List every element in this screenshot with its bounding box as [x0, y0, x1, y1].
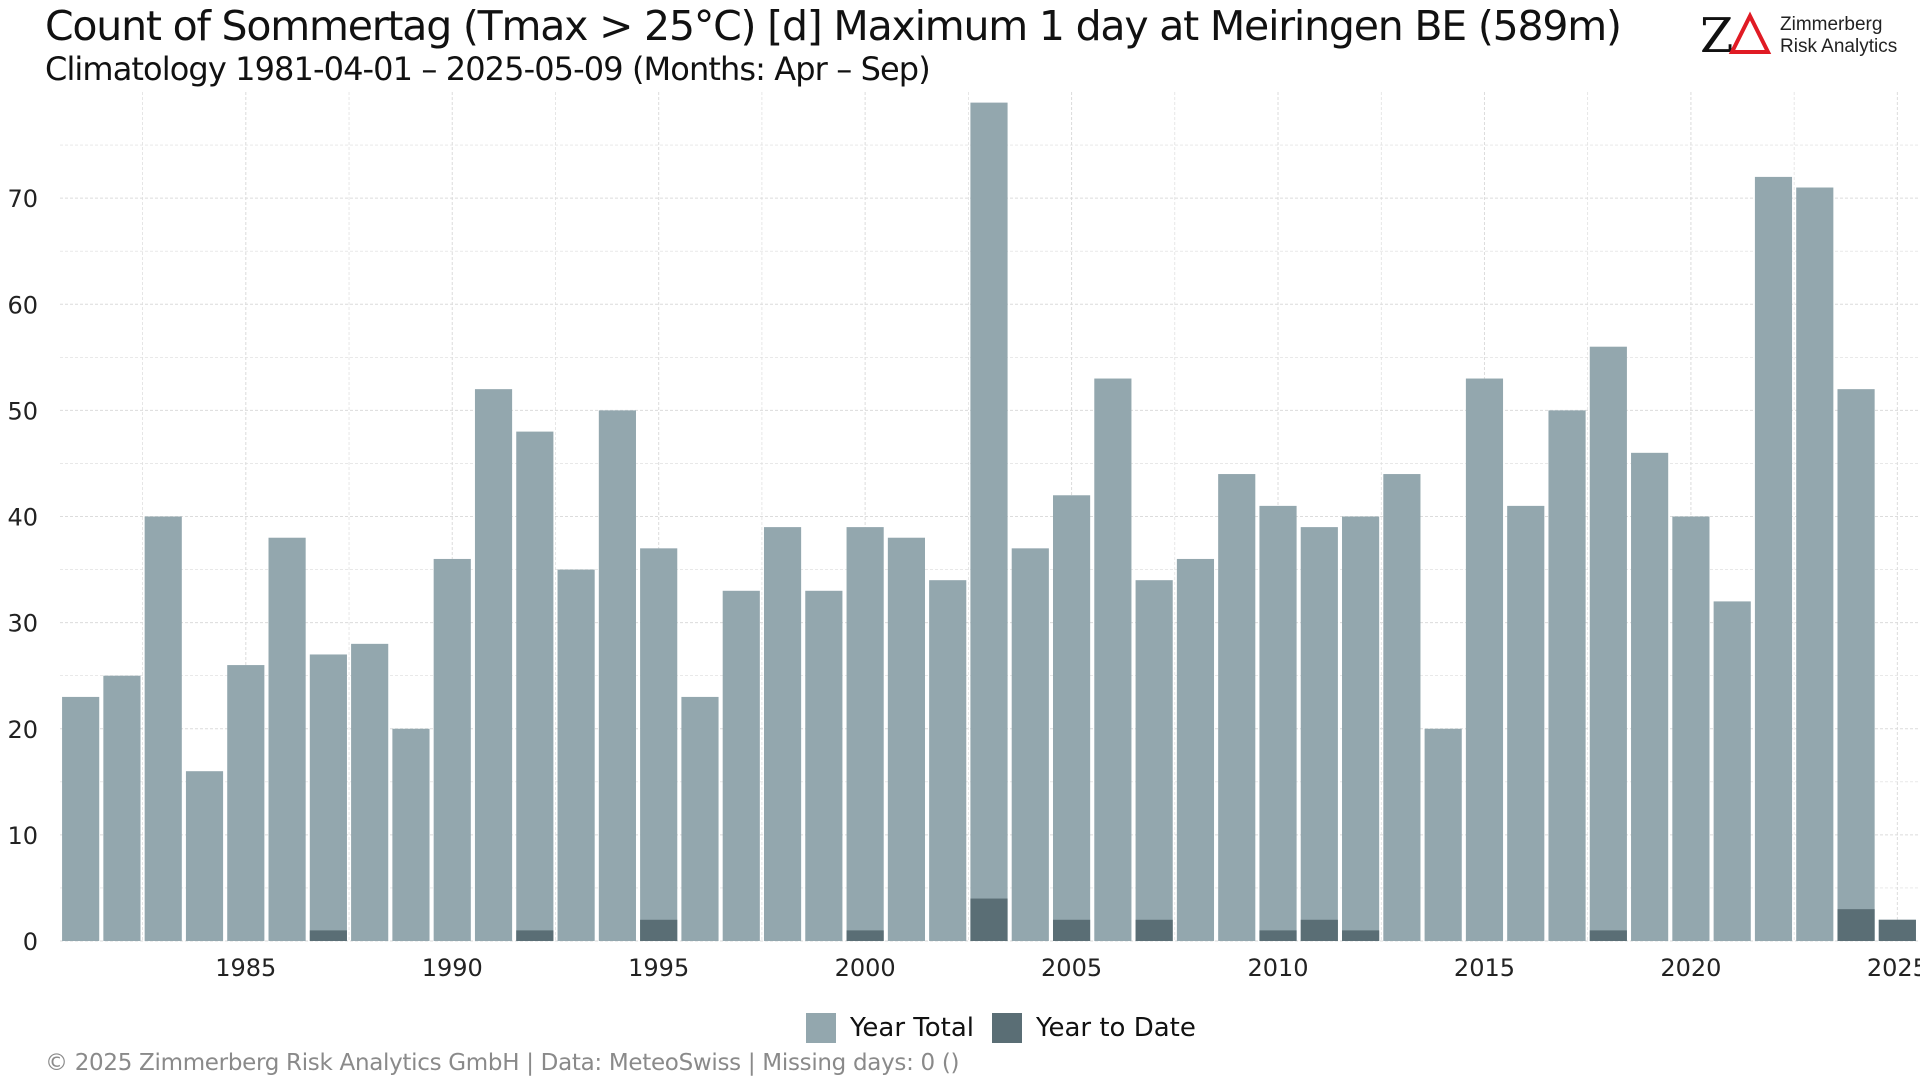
bar-year-total-1981	[62, 696, 100, 941]
bar-year-total-1984	[185, 771, 224, 941]
bar-year-to-date-2024	[1837, 909, 1875, 941]
bar-year-total-1988	[351, 643, 389, 941]
bar-year-total-1993	[557, 569, 595, 941]
bars-year-total	[62, 102, 1916, 942]
grid-lines	[60, 92, 1918, 942]
y-tick-label: 10	[7, 822, 38, 850]
bar-year-to-date-2012	[1342, 930, 1380, 941]
logo-mark-icon: Z	[1700, 10, 1772, 60]
bar-year-to-date-1987	[309, 930, 347, 941]
bar-year-total-2022	[1754, 176, 1793, 941]
y-tick-label: 30	[7, 610, 38, 638]
bar-year-total-2013	[1383, 474, 1421, 941]
bar-year-total-2017	[1548, 410, 1586, 941]
legend: Year Total Year to Date	[806, 1013, 1214, 1043]
legend-item-year-to-date: Year to Date	[992, 1013, 1196, 1043]
bar-year-total-2010	[1259, 505, 1297, 941]
chart-title: Count of Sommertag (Tmax > 25°C) [d] Max…	[45, 2, 1622, 50]
bar-year-total-2016	[1507, 505, 1545, 941]
bar-year-total-2003	[970, 102, 1008, 942]
bar-year-to-date-2018	[1589, 930, 1627, 941]
logo-line-2: Risk Analytics	[1780, 36, 1898, 57]
y-tick-label: 40	[7, 504, 38, 532]
logo-delta-shape	[1728, 11, 1772, 54]
bar-year-to-date-2000	[846, 930, 884, 941]
bar-year-to-date-2003	[970, 898, 1008, 941]
bar-chart: 0 10 20 30 40 50 60 70 1985 1990 1995 2000 2005 2010…	[7, 92, 1920, 982]
bar-year-total-1983	[144, 516, 182, 941]
legend-item-year-total: Year Total	[806, 1013, 974, 1043]
bars-year-to-date	[309, 898, 1916, 941]
bar-year-total-2024	[1837, 389, 1875, 941]
logo-text: Zimmerberg Risk Analytics	[1780, 14, 1897, 58]
bar-year-to-date-2025	[1878, 919, 1916, 941]
bar-year-total-1982	[103, 675, 141, 941]
bar-year-total-1998	[763, 527, 802, 941]
logo-z-glyph: Z	[1700, 10, 1733, 60]
bar-year-total-1990	[433, 558, 471, 941]
bar-year-total-1986	[268, 537, 306, 941]
x-axis-labels: 1985 1990 1995 2000 2005 2010 2015 2020 2025	[215, 954, 1920, 982]
x-tick-label: 2020	[1660, 954, 1721, 982]
bar-year-total-2000	[846, 527, 884, 941]
bar-year-to-date-2011	[1300, 919, 1338, 941]
bar-year-total-2018	[1589, 346, 1627, 941]
bar-year-total-2006	[1094, 378, 1132, 942]
bar-year-total-2005	[1052, 495, 1091, 941]
bar-year-to-date-2007	[1135, 919, 1173, 941]
bar-year-total-1994	[598, 410, 636, 941]
x-tick-label: 1985	[215, 954, 276, 982]
bar-year-total-2009	[1218, 474, 1256, 941]
bar-year-total-1997	[722, 590, 760, 941]
chart-subtitle: Climatology 1981-04-01 – 2025-05-09 (Mon…	[45, 50, 931, 88]
bar-year-to-date-1995	[640, 919, 678, 941]
bar-year-total-2021	[1713, 601, 1751, 941]
bar-year-total-2023	[1796, 187, 1834, 941]
bar-year-total-2012	[1342, 516, 1380, 941]
y-tick-label: 70	[7, 185, 38, 213]
bar-year-total-2001	[887, 537, 926, 941]
bar-year-total-2002	[929, 580, 967, 941]
bar-year-to-date-2005	[1052, 919, 1091, 941]
bar-year-to-date-2010	[1259, 930, 1297, 941]
company-logo: Z Zimmerberg Risk Analytics	[1700, 8, 1900, 68]
bar-year-total-2004	[1011, 548, 1049, 941]
y-tick-label: 0	[23, 928, 38, 956]
bar-year-total-2008	[1176, 558, 1215, 941]
x-tick-label: 1995	[628, 954, 689, 982]
legend-label-year-to-date: Year to Date	[1036, 1013, 1196, 1043]
legend-label-year-total: Year Total	[850, 1013, 975, 1043]
y-tick-label: 50	[7, 397, 38, 425]
legend-swatch-year-to-date	[992, 1013, 1023, 1043]
x-tick-label: 2010	[1247, 954, 1308, 982]
bar-year-total-2011	[1300, 527, 1338, 941]
x-tick-label: 2005	[1041, 954, 1102, 982]
legend-swatch-year-total	[806, 1013, 836, 1043]
y-tick-label: 60	[7, 291, 38, 319]
bar-year-total-1985	[227, 665, 265, 941]
bar-year-total-1996	[681, 696, 719, 941]
bar-year-to-date-1992	[516, 930, 554, 941]
x-tick-label: 2015	[1454, 954, 1515, 982]
bar-year-total-1987	[309, 654, 347, 941]
bar-year-total-2019	[1631, 452, 1669, 941]
x-tick-label: 2025	[1867, 954, 1920, 982]
bar-year-total-2020	[1672, 516, 1710, 941]
bar-year-total-2014	[1424, 728, 1462, 941]
y-tick-label: 20	[7, 716, 38, 744]
logo-line-1: Zimmerberg	[1780, 14, 1883, 35]
bar-year-total-1992	[516, 431, 554, 941]
bar-year-total-1995	[640, 548, 678, 941]
bar-year-total-2007	[1135, 580, 1173, 941]
y-axis-labels: 0 10 20 30 40 50 60 70	[7, 185, 38, 956]
x-tick-label: 2000	[835, 954, 896, 982]
bar-year-total-1991	[474, 389, 513, 941]
footer-credits: © 2025 Zimmerberg Risk Analytics GmbH | …	[45, 1050, 960, 1076]
bar-year-total-1999	[805, 590, 843, 941]
x-tick-label: 1990	[422, 954, 483, 982]
bar-year-total-1989	[392, 728, 430, 941]
bar-year-total-2015	[1465, 378, 1504, 942]
